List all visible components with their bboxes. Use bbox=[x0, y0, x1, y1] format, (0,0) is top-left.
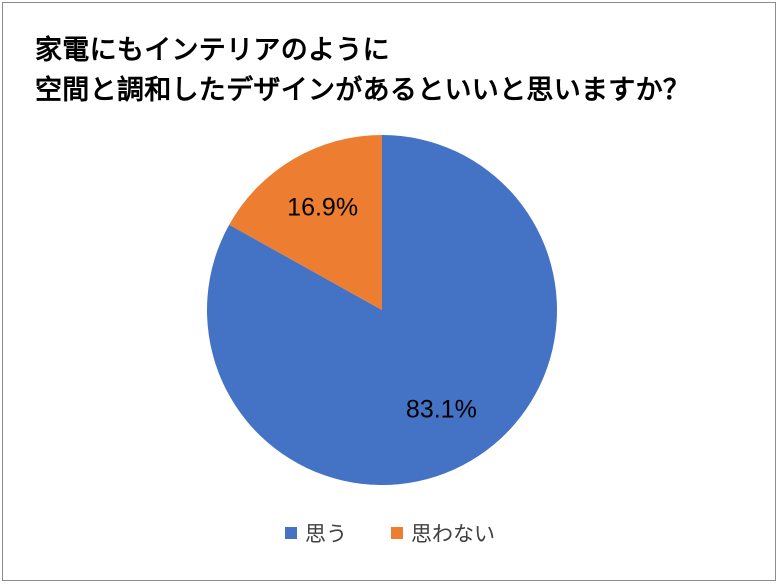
title-line-2: 空間と調和したデザインがあるといいと思いますか？ bbox=[35, 75, 691, 106]
legend-item-omou: 思う bbox=[285, 518, 347, 548]
pie-data-labels: 83.1% 16.9% bbox=[287, 194, 477, 424]
data-label-omowanai: 16.9% bbox=[287, 194, 358, 222]
legend: 思う 思わない bbox=[0, 518, 780, 548]
data-label-omou: 83.1% bbox=[406, 396, 477, 424]
pie-slices bbox=[207, 135, 558, 485]
pie-slice-omowanai bbox=[229, 135, 382, 310]
chart-title: 家電にもインテリアのように 空間と調和したデザインがあるといいと思いますか？ bbox=[35, 31, 690, 111]
title-line-1: 家電にもインテリアのように bbox=[35, 35, 390, 66]
legend-label-omou: 思う bbox=[305, 522, 347, 546]
legend-item-omowanai: 思わない bbox=[391, 518, 495, 548]
legend-label-omowanai: 思わない bbox=[411, 522, 495, 546]
legend-swatch-omowanai bbox=[391, 527, 403, 539]
legend-swatch-omou bbox=[285, 527, 297, 539]
